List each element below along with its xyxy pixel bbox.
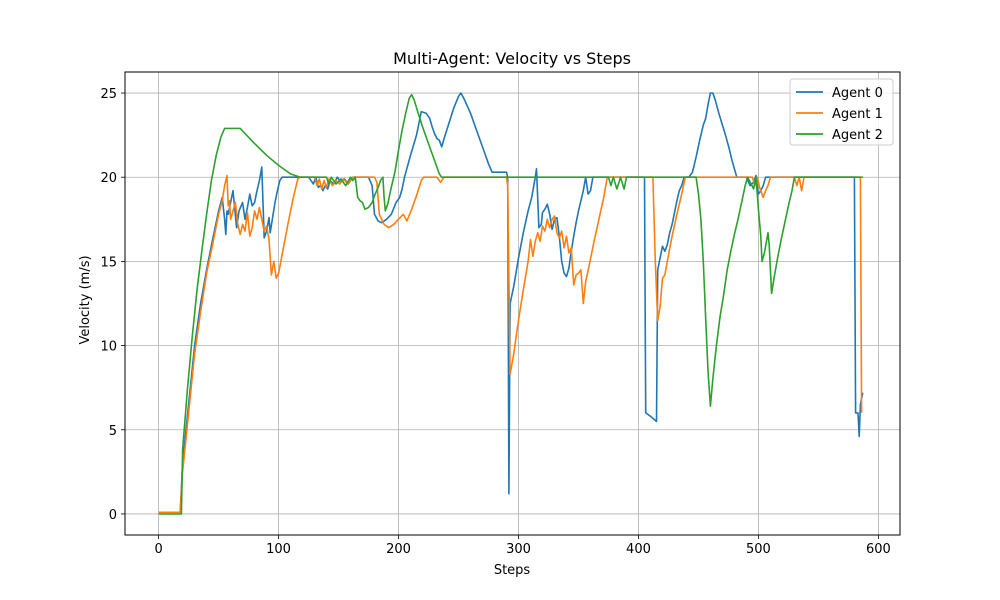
y-tick-label: 20 [100, 171, 117, 186]
y-tick-label: 0 [109, 508, 117, 523]
legend-box [789, 78, 894, 146]
x-axis: 0 100 200 300 400 500 600 [154, 535, 891, 557]
x-tick-label: 0 [154, 542, 162, 557]
x-tick-label: 400 [626, 542, 651, 557]
y-tick-label: 5 [109, 424, 117, 439]
x-tick-label: 200 [386, 542, 411, 557]
y-tick-label: 15 [100, 255, 117, 270]
x-tick-label: 500 [746, 542, 771, 557]
legend: Agent 0 Agent 1 Agent 2 [789, 78, 894, 146]
legend-label: Agent 1 [832, 107, 883, 122]
y-tick-label: 25 [100, 87, 117, 102]
series-line-agent-2 [158, 93, 863, 515]
y-tick-label: 10 [100, 340, 117, 355]
x-tick-label: 300 [506, 542, 531, 557]
x-tick-label: 600 [866, 542, 891, 557]
chart-title: Multi-Agent: Velocity vs Steps [393, 49, 631, 68]
legend-label: Agent 2 [832, 128, 883, 143]
x-tick-label: 100 [266, 542, 291, 557]
y-axis-title: Velocity (m/s) [78, 255, 93, 344]
series-line-agent-1 [158, 174, 863, 514]
plot-frame [124, 71, 901, 536]
x-axis-title: Steps [494, 563, 531, 578]
legend-label: Agent 0 [832, 86, 883, 101]
y-axis: 0 5 10 15 20 25 [100, 87, 125, 523]
series-group [158, 92, 864, 515]
